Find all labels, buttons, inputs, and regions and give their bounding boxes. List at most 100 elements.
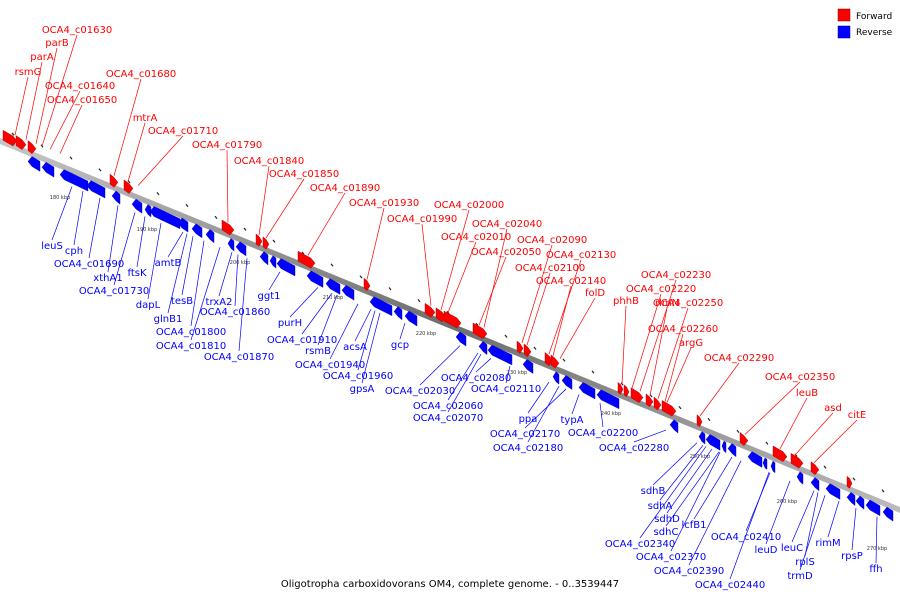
forward-gene-glyph-10[interactable] bbox=[363, 277, 371, 292]
reverse-gene-glyph-30[interactable] bbox=[596, 389, 620, 410]
reverse-gene-glyph-14[interactable] bbox=[259, 251, 269, 266]
reverse-gene-label-leuc[interactable]: leuC bbox=[781, 543, 803, 554]
reverse-gene-label-gcp[interactable]: gcp bbox=[391, 340, 409, 351]
reverse-gene-glyph-4[interactable] bbox=[86, 180, 106, 199]
reverse-gene-glyph-37[interactable] bbox=[762, 457, 768, 470]
reverse-gene-label-acsa[interactable]: acsA bbox=[343, 342, 367, 353]
reverse-gene-label-leus[interactable]: leuS bbox=[41, 241, 63, 252]
forward-gene-label-parb[interactable]: parB bbox=[45, 38, 69, 49]
reverse-gene-glyph-36[interactable] bbox=[747, 451, 763, 468]
reverse-gene-label-rsmb[interactable]: rsmB bbox=[305, 346, 331, 357]
forward-gene-glyph-16[interactable] bbox=[523, 343, 532, 358]
reverse-gene-glyph-40[interactable] bbox=[810, 477, 820, 492]
reverse-gene-label-ppa[interactable]: ppa bbox=[519, 414, 538, 425]
reverse-gene-label-sdhd[interactable]: sdhD bbox=[654, 514, 680, 525]
forward-gene-glyph-30[interactable] bbox=[846, 475, 853, 489]
forward-gene-glyph-22[interactable] bbox=[645, 393, 654, 408]
reverse-gene-label-tesb[interactable]: tesB bbox=[171, 296, 193, 307]
reverse-gene-glyph-42[interactable] bbox=[846, 491, 856, 506]
reverse-gene-label-oca4-c01960[interactable]: OCA4_c01960 bbox=[323, 371, 393, 382]
reverse-gene-label-xtha1[interactable]: xthA1 bbox=[93, 273, 122, 284]
reverse-gene-label-oca4-c01730[interactable]: OCA4_c01730 bbox=[79, 286, 149, 297]
reverse-gene-label-trmd[interactable]: trmD bbox=[787, 571, 813, 582]
reverse-gene-glyph-21[interactable] bbox=[393, 306, 403, 321]
forward-gene-label-oca4-c01640[interactable]: OCA4_c01640 bbox=[45, 81, 115, 92]
forward-gene-glyph-1[interactable] bbox=[2, 129, 18, 147]
forward-gene-label-oca4-c01630[interactable]: OCA4_c01630 bbox=[42, 25, 112, 36]
forward-gene-label-rsmg[interactable]: rsmG bbox=[15, 67, 42, 78]
reverse-gene-glyph-7[interactable] bbox=[144, 204, 152, 218]
forward-gene-glyph-20[interactable] bbox=[623, 384, 630, 398]
forward-gene-label-fold[interactable]: folD bbox=[585, 288, 605, 299]
forward-gene-label-para[interactable]: parA bbox=[30, 52, 54, 63]
reverse-gene-label-oca4-c02370[interactable]: OCA4_c02370 bbox=[636, 552, 706, 563]
forward-gene-label-leub[interactable]: leuB bbox=[796, 388, 818, 399]
reverse-gene-glyph-32[interactable] bbox=[698, 431, 706, 445]
forward-gene-label-phhb[interactable]: phhB bbox=[613, 296, 639, 307]
forward-gene-label-oca4-c02350[interactable]: OCA4_c02350 bbox=[765, 372, 835, 383]
reverse-gene-label-glnb1[interactable]: glnB1 bbox=[154, 314, 183, 325]
reverse-gene-label-sdha[interactable]: sdhA bbox=[648, 501, 673, 512]
reverse-gene-glyph-38[interactable] bbox=[770, 460, 776, 474]
reverse-gene-label-sdhb[interactable]: sdhB bbox=[641, 486, 666, 497]
reverse-gene-label-oca4-c02200[interactable]: OCA4_c02200 bbox=[568, 428, 638, 439]
reverse-gene-glyph-5[interactable] bbox=[111, 190, 121, 205]
reverse-gene-glyph-10[interactable] bbox=[191, 223, 203, 239]
reverse-gene-glyph-1[interactable] bbox=[27, 156, 41, 172]
reverse-gene-label-ffh[interactable]: ffh bbox=[869, 564, 882, 575]
forward-gene-label-oca4-c01990[interactable]: OCA4_c01990 bbox=[387, 214, 457, 225]
forward-gene-glyph-24[interactable] bbox=[661, 400, 677, 417]
forward-gene-glyph-6[interactable] bbox=[221, 219, 235, 236]
reverse-gene-label-oca4-c02170[interactable]: OCA4_c02170 bbox=[490, 429, 560, 440]
reverse-gene-glyph-31[interactable] bbox=[669, 419, 679, 434]
forward-gene-label-oca4-c02040[interactable]: OCA4_c02040 bbox=[472, 219, 542, 230]
reverse-gene-glyph-3[interactable] bbox=[59, 169, 89, 192]
reverse-gene-glyph-11[interactable] bbox=[205, 229, 215, 244]
reverse-gene-glyph-22[interactable] bbox=[404, 310, 418, 327]
reverse-gene-glyph-6[interactable] bbox=[131, 198, 143, 214]
forward-gene-label-asd[interactable]: asd bbox=[824, 403, 842, 414]
reverse-gene-label-purh[interactable]: purH bbox=[278, 318, 302, 329]
reverse-gene-glyph-27[interactable] bbox=[552, 371, 560, 385]
reverse-gene-glyph-25[interactable] bbox=[487, 344, 513, 366]
reverse-gene-label-oca4-c02110[interactable]: OCA4_c02110 bbox=[471, 384, 541, 395]
forward-gene-label-cite[interactable]: citE bbox=[848, 410, 867, 421]
reverse-gene-glyph-2[interactable] bbox=[41, 161, 55, 178]
reverse-gene-glyph-12[interactable] bbox=[227, 238, 235, 252]
reverse-gene-label-leud[interactable]: leuD bbox=[755, 545, 778, 556]
forward-gene-label-oca4-c02010[interactable]: OCA4_c02010 bbox=[441, 232, 511, 243]
forward-gene-glyph-3[interactable] bbox=[27, 140, 37, 155]
reverse-gene-label-lcfb1[interactable]: lcfB1 bbox=[681, 520, 706, 531]
forward-gene-glyph-23[interactable] bbox=[653, 396, 662, 411]
reverse-gene-label-oca4-c02280[interactable]: OCA4_c02280 bbox=[599, 443, 669, 454]
reverse-gene-label-ggt1[interactable]: ggt1 bbox=[258, 291, 281, 302]
forward-gene-glyph-8[interactable] bbox=[262, 236, 270, 250]
reverse-gene-label-trxa2[interactable]: trxA2 bbox=[206, 297, 233, 308]
reverse-gene-label-oca4-c01690[interactable]: OCA4_c01690 bbox=[54, 259, 124, 270]
forward-gene-glyph-21[interactable] bbox=[630, 387, 644, 403]
reverse-gene-glyph-29[interactable] bbox=[578, 382, 596, 400]
reverse-gene-label-oca4-c02390[interactable]: OCA4_c02390 bbox=[654, 566, 724, 577]
reverse-gene-glyph-33[interactable] bbox=[705, 434, 721, 451]
reverse-gene-glyph-43[interactable] bbox=[855, 495, 865, 510]
reverse-gene-label-oca4-c01860[interactable]: OCA4_c01860 bbox=[200, 307, 270, 318]
forward-gene-label-oca4-c02050[interactable]: OCA4_c02050 bbox=[471, 247, 541, 258]
forward-gene-label-oca4-c02140[interactable]: OCA4_c02140 bbox=[536, 276, 606, 287]
forward-gene-glyph-25[interactable] bbox=[696, 414, 703, 428]
reverse-gene-label-oca4-c02180[interactable]: OCA4_c02180 bbox=[493, 443, 563, 454]
reverse-gene-glyph-28[interactable] bbox=[561, 375, 573, 390]
reverse-gene-glyph-34[interactable] bbox=[721, 440, 727, 454]
forward-gene-glyph-7[interactable] bbox=[255, 233, 263, 247]
forward-gene-glyph-15[interactable] bbox=[516, 340, 524, 354]
forward-gene-label-oca4-c02130[interactable]: OCA4_c02130 bbox=[546, 250, 616, 261]
reverse-gene-glyph-41[interactable] bbox=[825, 483, 841, 500]
reverse-gene-label-rpsp[interactable]: rpsP bbox=[841, 551, 863, 562]
forward-gene-glyph-13[interactable] bbox=[443, 310, 462, 329]
reverse-gene-glyph-17[interactable] bbox=[306, 270, 324, 288]
forward-gene-glyph-26[interactable] bbox=[739, 431, 749, 446]
reverse-gene-glyph-15[interactable] bbox=[269, 255, 277, 269]
reverse-gene-glyph-26[interactable] bbox=[522, 359, 534, 374]
forward-gene-label-oca4-c01840[interactable]: OCA4_c01840 bbox=[234, 156, 304, 167]
forward-gene-label-oca4-c01650[interactable]: OCA4_c01650 bbox=[47, 95, 117, 106]
reverse-gene-label-oca4-c01870[interactable]: OCA4_c01870 bbox=[204, 352, 274, 363]
